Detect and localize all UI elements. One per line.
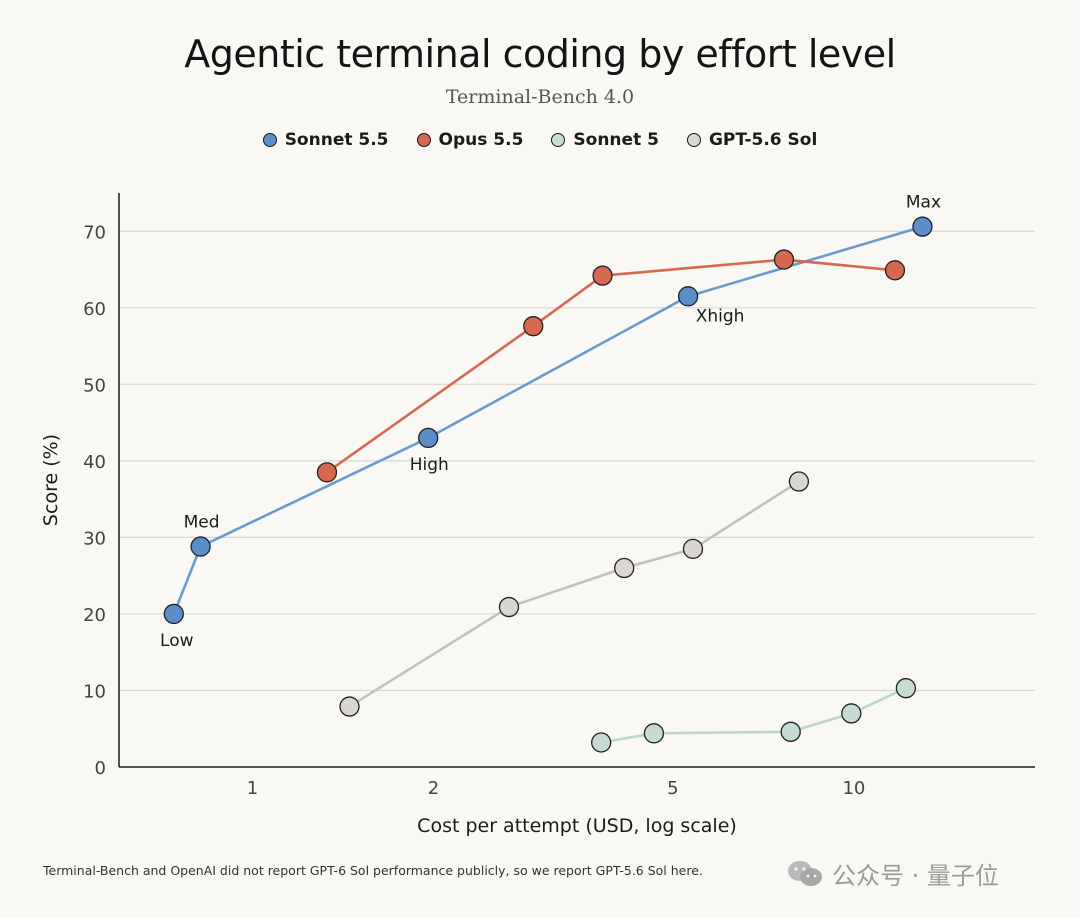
data-point-sonnet-5-5-2	[418, 427, 439, 449]
data-point-sonnet-5-4	[895, 678, 917, 699]
series-line-gpt-5-6-sol	[348, 480, 800, 708]
footnote: Terminal-Bench and OpenAI did not report…	[43, 863, 703, 878]
legend-label-opus-5-5: Opus 5.5	[438, 130, 524, 150]
legend-item-sonnet-5-5: Sonnet 5.5	[262, 130, 389, 150]
data-point-sonnet-5-5-1	[190, 536, 211, 557]
y-tick-label: 30	[83, 528, 106, 549]
watermark-text: 公众号 · 量子位	[832, 862, 999, 890]
legend: Sonnet 5.5 Opus 5.5 Sonnet 5 GPT-5.6 Sol	[0, 130, 1080, 150]
y-tick-label: 60	[83, 299, 106, 320]
chart-subtitle: Terminal-Bench 4.0	[445, 86, 635, 108]
legend-item-gpt-5-6-sol: GPT-5.6 Sol	[686, 130, 818, 150]
data-point-sonnet-5-5-0	[163, 603, 184, 625]
point-label-xhigh: Xhigh	[696, 306, 745, 326]
label-layer: Low Med High Xhigh Max	[160, 193, 941, 651]
data-point-opus-5-5-2	[592, 265, 613, 286]
data-point-gpt-5-6-sol-4	[788, 471, 810, 492]
x-tick-label: 2	[428, 778, 439, 799]
legend-item-opus-5-5: Opus 5.5	[416, 130, 524, 150]
wechat-icon	[788, 860, 822, 886]
data-point-opus-5-5-0	[316, 462, 338, 483]
legend-swatch-sonnet-5-5	[262, 133, 277, 147]
x-tick-label: 1	[247, 778, 258, 799]
data-point-sonnet-5-5-3	[677, 286, 699, 307]
data-point-sonnet-5-5-4	[912, 216, 933, 237]
data-point-gpt-5-6-sol-3	[682, 538, 704, 560]
y-tick-label: 10	[83, 681, 106, 702]
data-point-opus-5-5-1	[523, 316, 544, 337]
y-tick-label: 0	[95, 758, 106, 779]
y-tick-label: 70	[83, 222, 106, 243]
legend-item-sonnet-5: Sonnet 5	[551, 130, 659, 150]
data-point-gpt-5-6-sol-0	[339, 696, 360, 717]
y-tick-label: 40	[83, 452, 106, 473]
y-tick-label: 50	[83, 375, 106, 396]
y-axis-label: Score (%)	[40, 434, 62, 526]
series-layer	[163, 216, 933, 753]
chart-title: Agentic terminal coding by effort level	[184, 32, 896, 76]
legend-label-sonnet-5-5: Sonnet 5.5	[284, 130, 389, 150]
data-point-opus-5-5-4	[884, 260, 906, 281]
data-point-sonnet-5-0	[591, 732, 612, 753]
point-label-med: Med	[184, 513, 220, 533]
x-tick-label: 10	[842, 778, 865, 799]
legend-swatch-sonnet-5	[551, 133, 566, 147]
x-tick-label: 5	[667, 778, 678, 799]
x-axis-label: Cost per attempt (USD, log scale)	[417, 815, 737, 837]
data-point-sonnet-5-2	[780, 721, 801, 742]
data-point-sonnet-5-1	[643, 723, 665, 744]
data-point-gpt-5-6-sol-1	[498, 596, 520, 618]
point-label-low: Low	[160, 631, 194, 651]
legend-swatch-gpt-5-6-sol	[686, 133, 701, 147]
data-point-opus-5-5-3	[773, 249, 795, 270]
axis-layer: 0 10 20 30 40 50 60 70 1 2 5 10 Cost per attempt (US…	[40, 193, 1035, 837]
grid-layer	[119, 230, 1035, 692]
y-tick-label: 20	[83, 605, 106, 626]
legend-label-gpt-5-6-sol: GPT-5.6 Sol	[708, 130, 818, 150]
series-line-opus-5-5	[326, 258, 896, 474]
legend-swatch-opus-5-5	[416, 133, 431, 147]
legend-label-sonnet-5: Sonnet 5	[573, 130, 659, 150]
point-label-max: Max	[906, 193, 941, 213]
data-point-sonnet-5-3	[841, 703, 862, 724]
series-line-sonnet-5-5	[172, 225, 923, 615]
data-point-gpt-5-6-sol-2	[614, 557, 635, 579]
watermark: 公众号 · 量子位	[786, 856, 999, 891]
point-label-high: High	[410, 455, 449, 475]
